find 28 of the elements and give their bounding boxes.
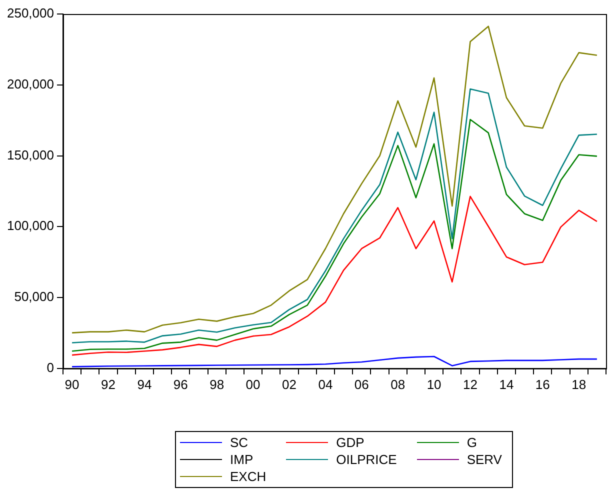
y-tick-label: 0 [46,360,54,375]
legend-label: OILPRICE [336,452,397,467]
x-tick-label: 90 [64,376,80,392]
x-tick-label: 10 [426,376,442,392]
x-tick-label: 08 [390,376,406,392]
x-tick-label: 06 [354,376,369,392]
x-tick-label: 16 [535,376,550,392]
x-tick-label: 14 [499,376,514,392]
legend-label: G [466,435,477,450]
x-tick-label: 02 [282,376,296,392]
legend-label: IMP [230,452,254,467]
x-tick-label: 98 [210,376,224,392]
y-tick-label: 250,000 [6,6,54,21]
x-tick-label: 96 [173,376,188,392]
legend-label: SERV [466,452,502,467]
legend-label: EXCH [230,469,266,484]
x-tick-label: 12 [463,376,478,392]
x-tick-label: 04 [318,376,333,392]
x-tick-label: 18 [572,376,586,392]
y-tick-label: 50,000 [14,289,54,304]
legend-label: GDP [336,435,364,450]
x-tick-label: 94 [137,376,152,392]
legend-label: SC [230,435,248,450]
y-tick-label: 100,000 [6,218,54,234]
x-tick-label: 00 [246,376,260,392]
y-tick-label: 150,000 [6,147,54,162]
y-tick-label: 200,000 [6,76,54,92]
x-tick-label: 92 [101,376,116,392]
